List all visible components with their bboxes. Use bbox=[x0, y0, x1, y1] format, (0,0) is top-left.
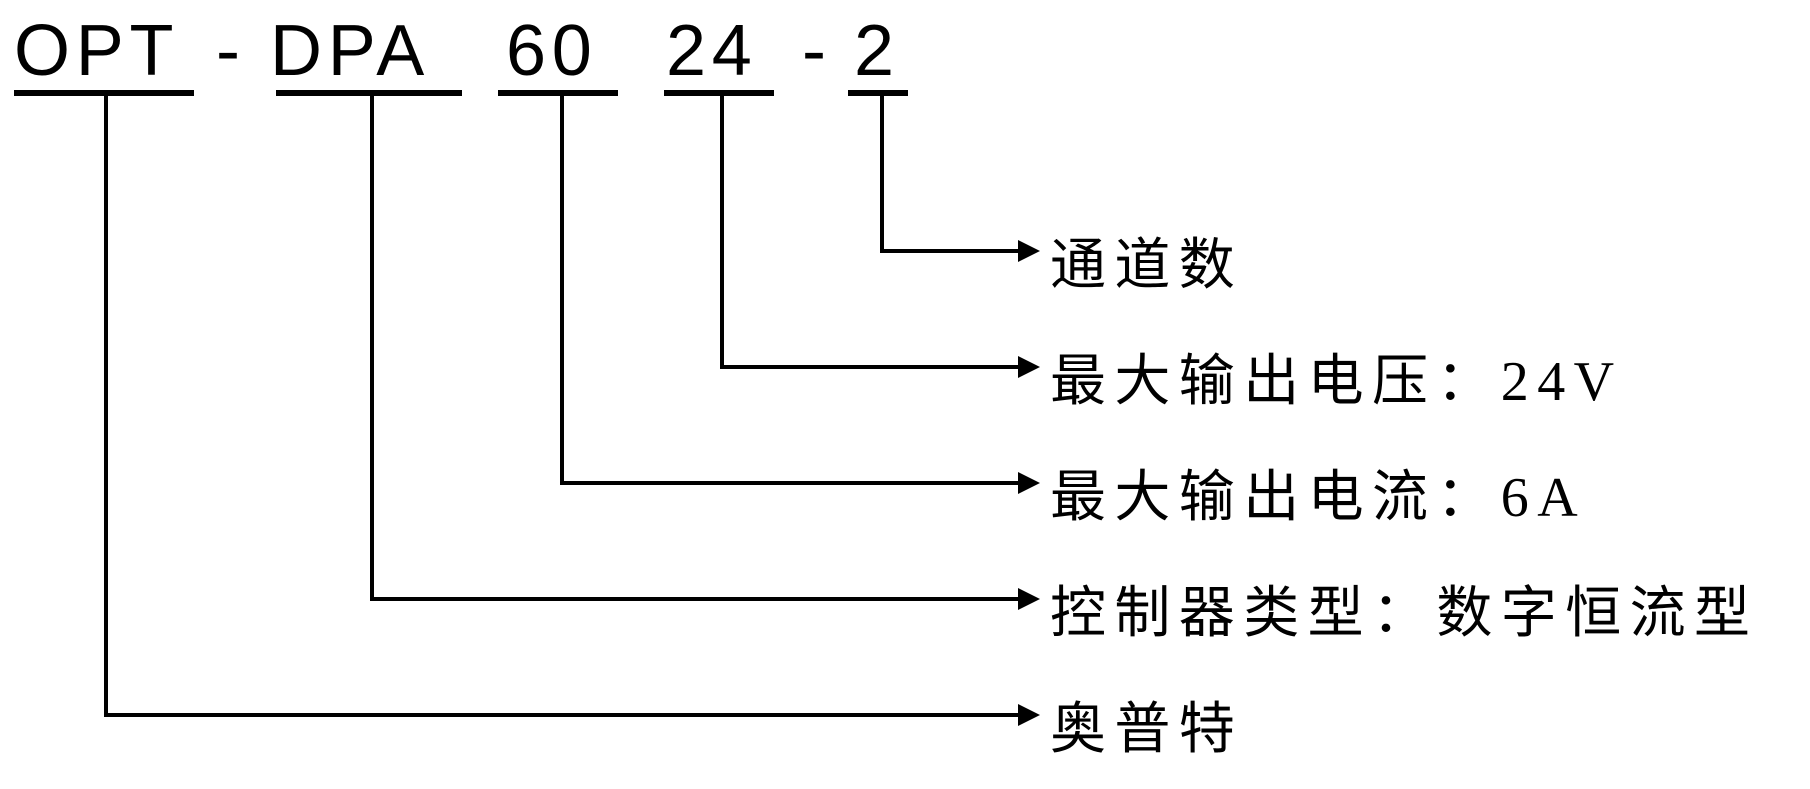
arrowhead-icon bbox=[1018, 356, 1040, 378]
underline-p3 bbox=[498, 90, 618, 96]
callout-line-1 bbox=[720, 365, 1020, 369]
callout-line-4 bbox=[104, 713, 1020, 717]
code-part-p4: 24 bbox=[666, 10, 758, 92]
callout-line-3 bbox=[370, 597, 1020, 601]
callout-label-0: 通道数 bbox=[1050, 220, 1243, 301]
code-part-p2: DPA bbox=[270, 10, 430, 92]
callout-stem-2 bbox=[560, 96, 564, 483]
callout-label-4: 奥普特 bbox=[1050, 684, 1243, 765]
underline-p2 bbox=[276, 90, 462, 96]
underline-p4 bbox=[664, 90, 774, 96]
callout-stem-1 bbox=[720, 96, 724, 367]
callout-line-0 bbox=[880, 249, 1020, 253]
callout-stem-0 bbox=[880, 96, 884, 251]
code-part-p1: OPT bbox=[14, 10, 179, 92]
callout-line-2 bbox=[560, 481, 1020, 485]
callout-label-2: 最大输出电流：6A bbox=[1050, 452, 1586, 533]
code-part-sep2: - bbox=[802, 10, 832, 92]
code-part-p5: 2 bbox=[854, 10, 900, 92]
callout-stem-4 bbox=[104, 96, 108, 715]
callout-label-3: 控制器类型：数字恒流型 bbox=[1050, 568, 1758, 649]
arrowhead-icon bbox=[1018, 472, 1040, 494]
arrowhead-icon bbox=[1018, 704, 1040, 726]
callout-stem-3 bbox=[370, 96, 374, 599]
underline-p5 bbox=[848, 90, 908, 96]
arrowhead-icon bbox=[1018, 588, 1040, 610]
code-part-sep1: - bbox=[216, 10, 246, 92]
arrowhead-icon bbox=[1018, 240, 1040, 262]
code-part-p3: 60 bbox=[506, 10, 598, 92]
callout-label-1: 最大输出电压：24V bbox=[1050, 336, 1622, 417]
